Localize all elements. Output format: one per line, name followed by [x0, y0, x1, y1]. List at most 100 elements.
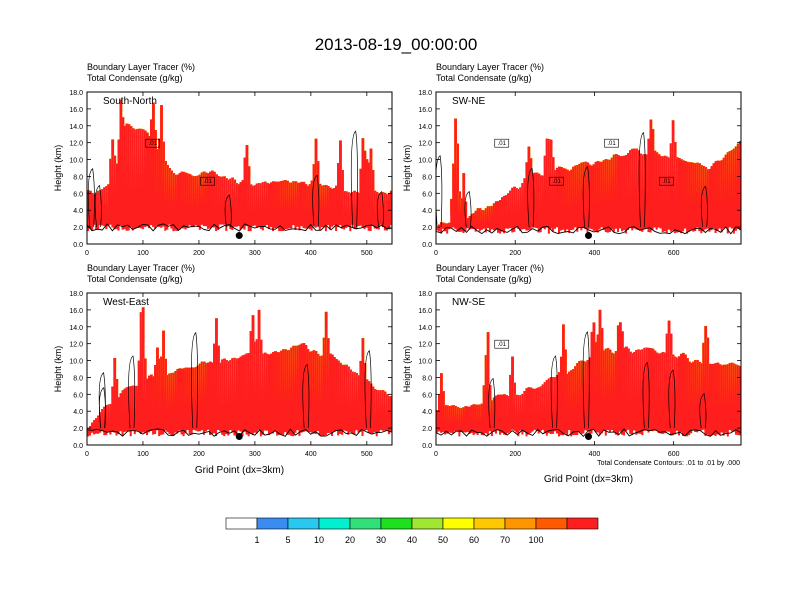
terrain-fill — [135, 430, 139, 445]
terrain-fill — [113, 229, 117, 244]
terrain-fill — [190, 434, 194, 445]
tracer-column — [113, 155, 117, 230]
terrain-fill — [284, 432, 287, 445]
tracer-column — [442, 391, 445, 433]
tracer-column — [133, 129, 137, 229]
tracer-column — [505, 195, 508, 229]
tracer-column — [576, 165, 579, 232]
terrain-fill — [298, 436, 302, 445]
terrain-fill — [233, 226, 237, 244]
tracer-column — [95, 418, 98, 434]
terrain-fill — [349, 231, 352, 244]
tracer-column — [97, 190, 100, 230]
terrain-fill — [316, 226, 320, 244]
terrain-fill — [288, 434, 291, 445]
tracer-column — [694, 163, 697, 232]
tracer-column — [580, 162, 583, 231]
tracer-column — [209, 171, 212, 229]
tracer-column — [669, 143, 673, 232]
terrain-fill — [221, 434, 224, 445]
tracer-column — [351, 191, 354, 225]
tracer-column — [225, 178, 228, 231]
tracer-column — [488, 206, 492, 233]
terrain-fill — [322, 436, 326, 445]
contour-label: .01 — [145, 138, 161, 148]
tracer-column — [206, 173, 210, 229]
tracer-column — [635, 148, 638, 230]
terrain-fill — [324, 231, 328, 244]
tracer-column — [154, 130, 157, 229]
tracer-column — [143, 358, 147, 433]
tracer-column — [200, 361, 204, 431]
tracer-column — [466, 218, 470, 229]
terrain-fill — [517, 229, 520, 244]
condensate-contour — [700, 185, 708, 228]
condensate-contour — [128, 355, 136, 429]
terrain-fill — [387, 434, 391, 445]
terrain-fill — [351, 433, 354, 445]
tracer-column — [351, 371, 354, 434]
terrain-fill — [641, 231, 644, 244]
terrain-fill — [389, 432, 392, 445]
tracer-column — [363, 150, 367, 230]
terrain-fill — [294, 432, 298, 445]
terrain-fill — [724, 227, 728, 244]
tracer-column — [302, 181, 306, 229]
tracer-column — [312, 350, 316, 434]
terrain-fill — [677, 232, 681, 244]
terrain-fill — [616, 232, 620, 244]
terrain-fill — [505, 228, 508, 244]
tracer-column — [249, 184, 253, 232]
tracer-column — [296, 345, 300, 431]
tracer-column — [160, 356, 163, 435]
terrain-fill — [470, 228, 474, 244]
terrain-fill — [280, 434, 283, 445]
tracer-column — [460, 198, 464, 232]
terrain-fill — [213, 227, 216, 244]
terrain-fill — [150, 225, 153, 244]
terrain-fill — [478, 432, 482, 445]
terrain-fill — [115, 229, 119, 244]
terrain-fill — [209, 435, 212, 445]
panel-title-line1: Boundary Layer Tracer (%) — [87, 263, 195, 273]
tracer-column — [243, 354, 247, 432]
panel-label: West-East — [103, 297, 149, 308]
terrain-fill — [337, 435, 340, 445]
terrain-fill — [351, 224, 354, 244]
terrain-fill — [499, 233, 502, 244]
tracer-column — [129, 386, 133, 437]
tracer-column — [178, 368, 182, 431]
terrain-fill — [639, 231, 642, 244]
tracer-column — [280, 350, 283, 435]
terrain-fill — [507, 228, 510, 244]
tracer-column — [355, 192, 359, 230]
tracer-column — [551, 157, 555, 232]
terrain-fill — [231, 230, 234, 244]
tracer-column — [639, 153, 642, 232]
tracer-column — [596, 160, 600, 233]
terrain-fill — [692, 231, 695, 244]
terrain-fill — [702, 231, 705, 244]
terrain-fill — [474, 433, 478, 445]
terrain-line — [87, 223, 392, 232]
tracer-column — [115, 163, 119, 230]
tracer-column — [117, 139, 121, 231]
terrain-fill — [219, 431, 222, 445]
terrain-fill — [339, 433, 342, 445]
tracer-column — [444, 223, 447, 232]
terrain-fill — [462, 432, 466, 445]
terrain-fill — [188, 225, 192, 244]
tracer-column — [331, 188, 334, 227]
terrain-fill — [186, 430, 190, 445]
terrain-fill — [200, 430, 204, 445]
terrain-fill — [198, 431, 202, 445]
contour-label-box — [494, 138, 510, 148]
tracer-column — [320, 185, 324, 228]
tracer-column — [594, 161, 598, 232]
terrain-fill — [604, 232, 608, 244]
tracer-column — [186, 367, 190, 431]
tracer-column — [286, 180, 289, 229]
y-tick-label: 0.0 — [422, 242, 432, 249]
tracer-column — [135, 385, 139, 431]
terrain-fill — [371, 433, 375, 445]
